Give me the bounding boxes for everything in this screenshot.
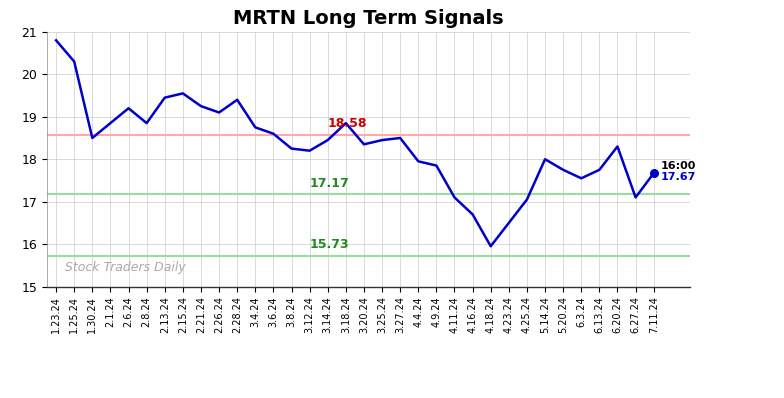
Text: 17.67: 17.67 (661, 172, 696, 182)
Point (648, 170, 660, 176)
Text: 15.73: 15.73 (310, 238, 349, 251)
Text: Stock Traders Daily: Stock Traders Daily (65, 261, 186, 274)
Text: 16:00: 16:00 (661, 160, 696, 171)
Text: 18.58: 18.58 (328, 117, 367, 130)
Title: MRTN Long Term Signals: MRTN Long Term Signals (233, 8, 504, 27)
Text: 17.17: 17.17 (310, 177, 350, 190)
